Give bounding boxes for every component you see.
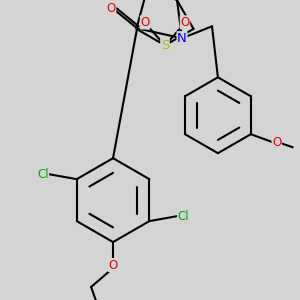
Text: O: O: [140, 16, 150, 29]
Text: Cl: Cl: [37, 168, 49, 181]
Text: O: O: [108, 259, 118, 272]
Text: O: O: [272, 136, 281, 149]
Text: N: N: [177, 32, 187, 45]
Text: S: S: [161, 39, 169, 52]
Text: O: O: [180, 16, 190, 29]
Text: Cl: Cl: [178, 210, 189, 223]
Text: O: O: [106, 2, 116, 15]
